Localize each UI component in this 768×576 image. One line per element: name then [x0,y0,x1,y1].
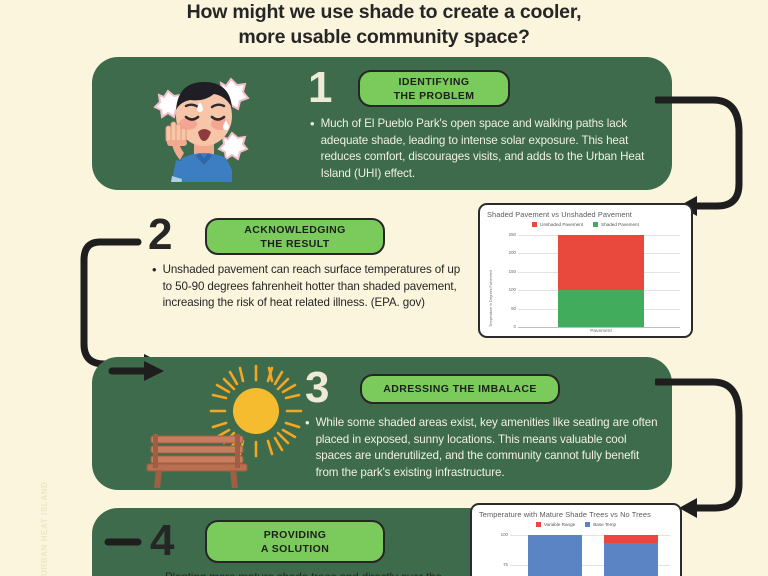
park-bench-icon [145,432,255,490]
step-1-number: 1 [308,63,333,112]
chart-1-ytick-250: 250 [508,232,516,237]
step-1-bullet: • Much of El Pueblo Park's open space an… [310,116,660,182]
chart-2-legend: Variable Range Base Temp [472,522,680,527]
step-4-bullet-text: Planting more mature shade trees and dir… [165,570,442,576]
chart-1-ytick-150: 150 [508,269,516,274]
axis-line-x [518,327,680,328]
legend-swatch-red [535,522,541,527]
side-vertical-label: URBAN HEAT ISLAND [40,481,49,576]
step-4-number: 4 [150,516,175,565]
step-2-badge[interactable]: ACKNOWLEDGING THE RESULT [205,218,385,255]
chart-2-bar-mature-shade-trees-base [528,535,582,576]
chart-2-bar-no-trees-variable [604,535,658,543]
chart-1-ytick-100: 100 [508,287,516,292]
chart-2-legend-label-1: Base Temp [593,522,617,527]
chart-shade-trees-vs-no-trees: Temperature with Mature Shade Trees vs N… [470,503,682,576]
step-4-badge-line-2: A SOLUTION [260,542,330,555]
step-3-badge-line-1: ADRESSING THE IMBALACE [383,383,537,395]
step-4-badge[interactable]: PROVIDING A SOLUTION [205,520,385,563]
step-1-badge-line-1: IDENTIFYING [398,75,470,88]
step-1-badge[interactable]: IDENTIFYING THE PROBLEM [358,70,510,107]
page-title: How might we use shade to create a coole… [0,0,768,50]
title-line-1: How might we use shade to create a coole… [186,1,582,23]
chart-2-legend-item-variable-range: Variable Range [535,522,576,527]
chart-1-legend-item-unshaded: Unshaded Pavement [532,222,583,227]
step-3-badge[interactable]: ADRESSING THE IMBALACE [360,374,560,404]
bullet-dot: • [310,116,315,131]
chart-1-ytick-200: 200 [508,250,516,255]
chart-1-ytick-50: 50 [511,306,516,311]
chart-2-legend-label-0: Variable Range [543,522,576,527]
step-3-bullet: • While some shaded areas exist, key ame… [305,415,663,481]
chart-2-ytick-100: 100 [500,532,508,537]
chart-1-legend: Unshaded Pavement Shaded Pavement [480,222,691,227]
sun-icon [208,363,304,459]
legend-swatch-red [532,222,538,227]
chart-1-bar-shaded [558,290,644,327]
chart-2-legend-item-base-temp: Base Temp [585,522,616,527]
step-1-badge-line-2: THE PROBLEM [393,89,475,102]
step-2-badge-line-1: ACKNOWLEDGING [244,223,346,236]
step-2-badge-line-2: THE RESULT [260,237,330,250]
gridline [510,565,670,566]
legend-swatch-blue [585,522,591,527]
chart-1-ytick-0: 0 [513,324,516,329]
chart-1-ylabel: Temperature in Degrees Fahrenheit [489,270,493,327]
chart-1-xlabel: Pavement [590,329,612,334]
overheated-person-icon [150,64,260,185]
step-2-bullet-text: Unshaded pavement can reach surface temp… [162,263,461,309]
chart-1-legend-label-1: Shaded Pavement [601,222,639,227]
chart-1-legend-item-shaded: Shaded Pavement [593,222,639,227]
chart-2-title: Temperature with Mature Shade Trees vs N… [479,510,651,519]
step-2-bullet: • Unshaded pavement can reach surface te… [152,262,470,312]
legend-swatch-green [593,222,599,227]
step-4-bullet: Planting more mature shade trees and dir… [165,570,495,576]
chart-1-title: Shaded Pavement vs Unshaded Pavement [487,210,632,219]
chart-2-ytick-75: 75 [503,562,508,567]
chart-shaded-vs-unshaded-pavement: Shaded Pavement vs Unshaded Pavement Uns… [478,203,693,338]
gridline [510,535,670,536]
bullet-dot: • [152,262,157,277]
bullet-dot: • [305,415,310,430]
step-3-bullet-text: While some shaded areas exist, key ameni… [315,416,658,479]
step-1-bullet-text: Much of El Pueblo Park's open space and … [320,117,645,180]
chart-1-bar-unshaded [558,235,644,290]
chart-1-legend-label-0: Unshaded Pavement [540,222,584,227]
chart-2-bar-no-trees-base [604,543,658,576]
chart-2-plot: Degrees Fahrenheit 100 75 [472,527,680,576]
step-3-number: 3 [305,363,330,412]
chart-1-plot: Temperature in Degrees Fahrenheit 250 20… [480,227,691,335]
title-line-2: more usable community space? [238,26,530,48]
step-2-number: 2 [148,210,173,259]
step-4-badge-line-1: PROVIDING [263,528,327,541]
